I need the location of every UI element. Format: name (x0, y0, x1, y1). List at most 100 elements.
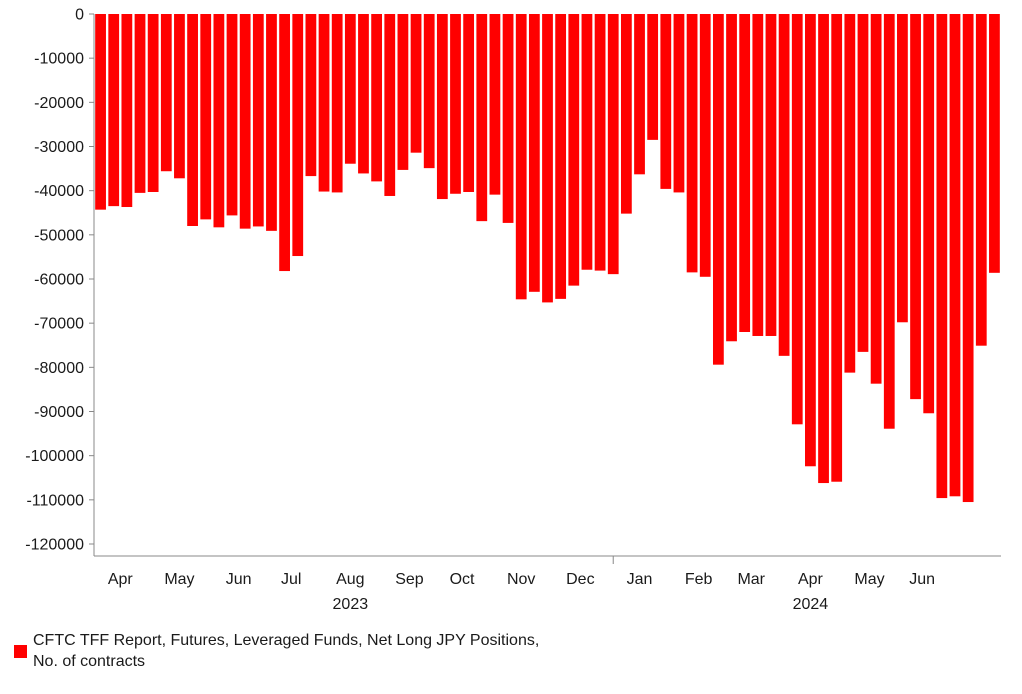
bar (607, 14, 619, 275)
y-tick-label: -60000 (34, 272, 84, 289)
bar (226, 14, 238, 216)
bar (910, 14, 921, 400)
bar (318, 14, 330, 192)
y-tick-label: 0 (75, 7, 84, 24)
bar (752, 14, 764, 336)
bar (857, 14, 869, 352)
bar (844, 14, 856, 373)
bar (476, 14, 488, 222)
bar (699, 14, 711, 277)
bar (292, 14, 304, 257)
bar (423, 14, 435, 169)
y-tick-label: -40000 (34, 183, 84, 200)
bar (489, 14, 501, 195)
y-tick-label: -50000 (34, 227, 84, 244)
x-tick-label: Apr (798, 571, 824, 588)
bar (213, 14, 225, 228)
legend-swatch (14, 645, 27, 658)
bar (358, 14, 369, 174)
x-tick-label: Oct (450, 571, 475, 588)
y-tick-label: -80000 (34, 360, 84, 377)
bars-group (95, 14, 1000, 503)
bar (647, 14, 659, 140)
y-tick-label: -30000 (34, 139, 84, 156)
bar (384, 14, 396, 196)
bar (883, 14, 895, 429)
bar (252, 14, 264, 227)
x-tick-label: Apr (108, 571, 134, 588)
x-tick-label: Nov (507, 571, 535, 588)
bar (397, 14, 409, 170)
bar (344, 14, 356, 164)
bar (305, 14, 317, 177)
bar (818, 14, 829, 484)
x-tick-label: Aug (336, 571, 364, 588)
bar (726, 14, 737, 342)
y-tick-label: -110000 (26, 492, 84, 509)
bar (739, 14, 751, 332)
x-tick-label: Feb (685, 571, 713, 588)
bar (765, 14, 777, 336)
y-tick-label: -70000 (34, 316, 84, 333)
bar (121, 14, 133, 208)
bar (712, 14, 724, 365)
bar (528, 14, 540, 292)
x-year-label: 2024 (793, 596, 829, 613)
bar (581, 14, 593, 270)
x-tick-label: Dec (566, 571, 594, 588)
bar (502, 14, 514, 223)
bar (936, 14, 948, 499)
bar (897, 14, 908, 323)
bar (949, 14, 961, 497)
bar (160, 14, 172, 172)
y-tick-label: -20000 (34, 95, 84, 112)
bar (620, 14, 632, 214)
x-tick-label: May (854, 571, 884, 588)
x-year-label: 2023 (333, 596, 369, 613)
axes-group (89, 13, 1001, 564)
x-tick-label: May (164, 571, 194, 588)
bar (450, 14, 461, 194)
bar (279, 14, 290, 272)
x-tick-label: Mar (737, 571, 765, 588)
bar (660, 14, 672, 189)
bar (95, 14, 106, 210)
bar (200, 14, 212, 220)
bar (436, 14, 448, 200)
bar (989, 14, 1000, 273)
bar (134, 14, 146, 193)
labels-group: 0 -10000 -20000 -30000 -40000 -50000 -60000 -70… (25, 7, 935, 614)
bar (923, 14, 935, 414)
y-tick-label: -120000 (25, 537, 84, 554)
bar (962, 14, 974, 503)
legend-label: CFTC TFF Report, Futures, Leveraged Fund… (33, 632, 540, 670)
bar (673, 14, 685, 193)
bar (791, 14, 803, 425)
bar (174, 14, 185, 179)
bar (975, 14, 987, 346)
bar (542, 14, 553, 303)
bar (686, 14, 698, 273)
x-tick-label: Jun (909, 571, 935, 588)
bar (108, 14, 120, 207)
bar (778, 14, 790, 356)
bar (266, 14, 277, 231)
chart: 0 -10000 -20000 -30000 -40000 -50000 -60000 -70… (25, 7, 1001, 614)
bar (187, 14, 198, 226)
y-tick-label: -90000 (34, 404, 84, 421)
x-tick-label: Jul (281, 571, 301, 588)
x-tick-label: Jan (627, 571, 653, 588)
bar (463, 14, 475, 192)
bar (594, 14, 606, 271)
bar (239, 14, 251, 229)
y-tick-label: -10000 (34, 51, 84, 68)
bar (568, 14, 580, 286)
y-tick-label: -100000 (25, 448, 84, 465)
bar (331, 14, 343, 193)
bar (555, 14, 567, 299)
bar (831, 14, 843, 482)
bar (410, 14, 422, 153)
bar (870, 14, 882, 384)
bar (147, 14, 159, 192)
bar (634, 14, 645, 175)
